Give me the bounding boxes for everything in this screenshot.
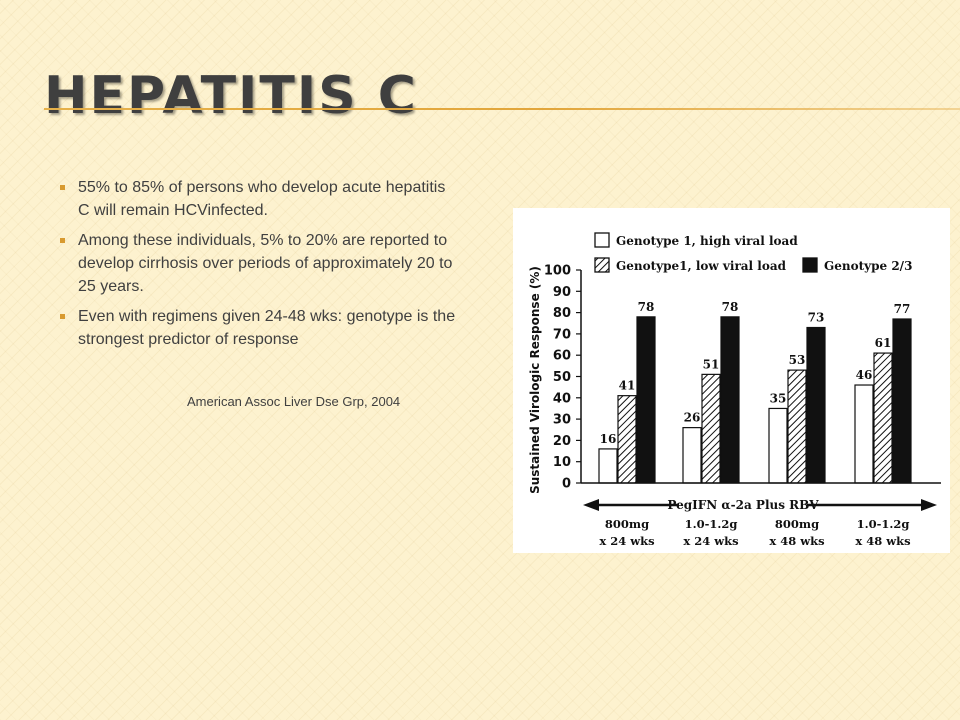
legend-swatch-hatched (594, 257, 610, 273)
legend-swatch-black (802, 257, 818, 273)
bullet-square-icon (60, 314, 65, 319)
bar (873, 352, 893, 484)
bar (636, 316, 656, 484)
bar (806, 326, 826, 484)
category-label: 1.0-1.2g (857, 517, 910, 531)
y-tick-label: 50 (553, 370, 571, 385)
bullet-text: Even with regimens given 24-48 wks: geno… (78, 308, 456, 348)
bullet-item: 55% to 85% of persons who develop acute … (60, 176, 460, 222)
bar (682, 427, 702, 484)
title-underline (44, 108, 960, 110)
y-axis-label: Sustained Virologic Response (%) (528, 266, 542, 494)
bar-value-label: 46 (856, 368, 873, 382)
category-label: 1.0-1.2g (685, 517, 738, 531)
bullet-square-icon (60, 185, 65, 190)
bar-value-label: 73 (808, 311, 825, 325)
y-tick-label: 70 (553, 327, 571, 342)
bar (768, 407, 788, 484)
legend-swatch-white (594, 232, 610, 248)
legend-label-1: Genotype 1, high viral load (616, 234, 798, 248)
bullet-text: 55% to 85% of persons who develop acute … (78, 179, 446, 219)
bar-value-label: 26 (684, 411, 701, 425)
bars: 16 26 35 46 41 51 53 61 78 78 73 77 (598, 300, 912, 484)
y-tick-label: 10 (553, 455, 571, 470)
y-tick-label: 40 (553, 391, 571, 406)
bullet-text: Among these individuals, 5% to 20% are r… (78, 232, 453, 295)
bar-value-label: 16 (600, 432, 617, 446)
bar-value-label: 35 (770, 391, 787, 405)
bar (854, 384, 874, 484)
y-tick-label: 30 (553, 413, 571, 428)
y-tick-label: 90 (553, 285, 571, 300)
bar-value-label: 78 (722, 300, 739, 314)
category-label: x 48 wks (769, 534, 824, 548)
bullet-list: 55% to 85% of persons who develop acute … (60, 176, 460, 358)
category-label: x 24 wks (683, 534, 738, 548)
bar-chart: Genotype 1, high viral load Genotype1, l… (528, 232, 941, 548)
legend-label-2: Genotype1, low viral load (616, 259, 787, 273)
bar (598, 448, 618, 484)
bar-value-label: 41 (619, 379, 636, 393)
bar (787, 369, 807, 484)
y-ticks: 0 10 20 30 40 50 60 70 80 90 100 (544, 264, 581, 492)
bar (701, 373, 721, 484)
slide-title: HEPATITIS C (44, 66, 418, 126)
y-tick-label: 100 (544, 264, 571, 279)
treatment-label: PegIFN α-2a Plus RBV (667, 498, 819, 512)
category-label: 800mg (605, 517, 649, 531)
bar-value-label: 78 (638, 300, 655, 314)
bar (617, 395, 637, 484)
bullet-square-icon (60, 238, 65, 243)
chart-panel: Genotype 1, high viral load Genotype1, l… (513, 208, 950, 553)
bar (720, 316, 740, 484)
category-label: x 24 wks (599, 534, 654, 548)
category-label: 800mg (775, 517, 819, 531)
y-tick-label: 0 (562, 477, 571, 492)
bar-value-label: 77 (894, 302, 911, 316)
bullet-item: Even with regimens given 24-48 wks: geno… (60, 305, 460, 351)
bar-value-label: 61 (875, 336, 892, 350)
citation: American Assoc Liver Dse Grp, 2004 (187, 394, 401, 409)
treatment-arrow: PegIFN α-2a Plus RBV (583, 496, 937, 513)
y-tick-label: 60 (553, 349, 571, 364)
y-tick-label: 20 (553, 434, 571, 449)
bullet-item: Among these individuals, 5% to 20% are r… (60, 229, 460, 298)
legend-label-3: Genotype 2/3 (824, 259, 912, 273)
category-labels: 800mg x 24 wks 1.0-1.2g x 24 wks 800mg x 48 w… (599, 517, 910, 548)
bar-value-label: 51 (703, 357, 720, 371)
y-tick-label: 80 (553, 306, 571, 321)
bar (892, 318, 912, 484)
bar-value-label: 53 (789, 353, 806, 367)
category-label: x 48 wks (855, 534, 910, 548)
legend: Genotype 1, high viral load Genotype1, l… (594, 232, 912, 273)
